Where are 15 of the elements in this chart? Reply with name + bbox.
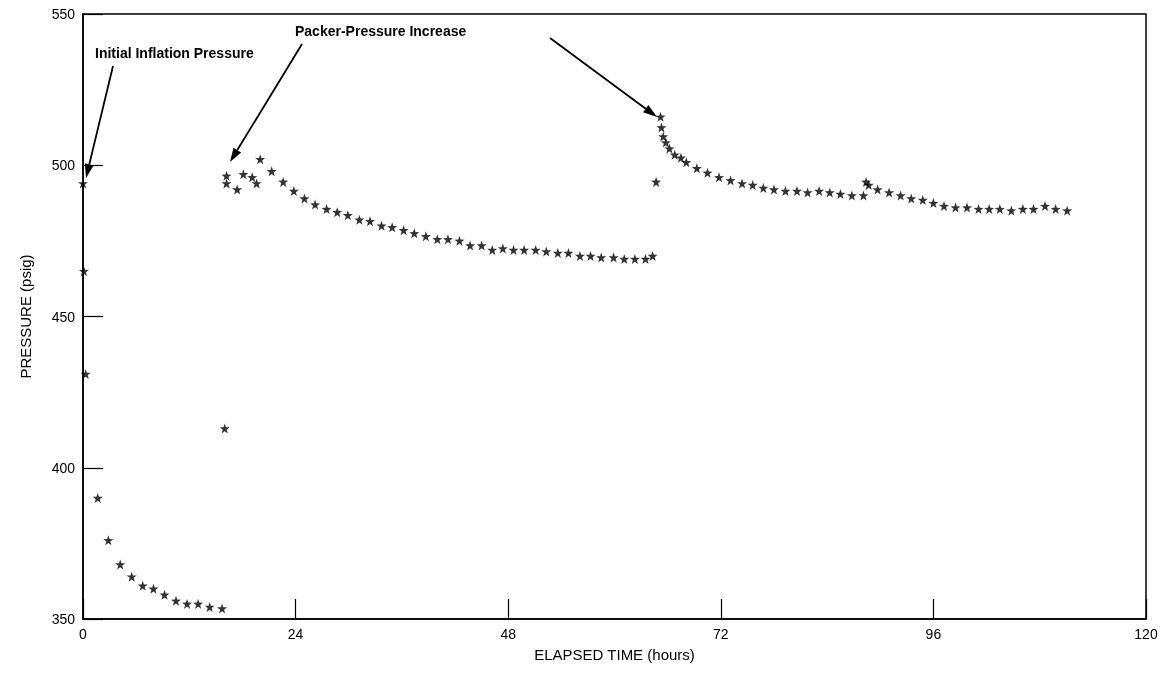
annotation: Initial Inflation Pressure: [95, 45, 254, 61]
x-tick-label: 72: [713, 626, 729, 642]
x-tick-label: 48: [500, 626, 517, 642]
annotation: Packer-Pressure Increase: [295, 23, 467, 39]
x-tick-label: 0: [79, 626, 88, 642]
y-tick-label: 500: [51, 157, 76, 174]
y-tick-label: 450: [51, 308, 76, 325]
x-tick-label: 120: [1134, 626, 1158, 642]
x-tick-label: 96: [925, 626, 942, 642]
y-tick-label: 350: [51, 611, 76, 627]
x-axis-title: ELAPSED TIME (hours): [534, 646, 695, 663]
y-tick-label: 400: [51, 459, 76, 476]
y-axis-title: PRESSURE (psig): [17, 254, 34, 379]
x-tick-label: 24: [287, 626, 304, 642]
y-tick-label: 550: [51, 6, 76, 22]
